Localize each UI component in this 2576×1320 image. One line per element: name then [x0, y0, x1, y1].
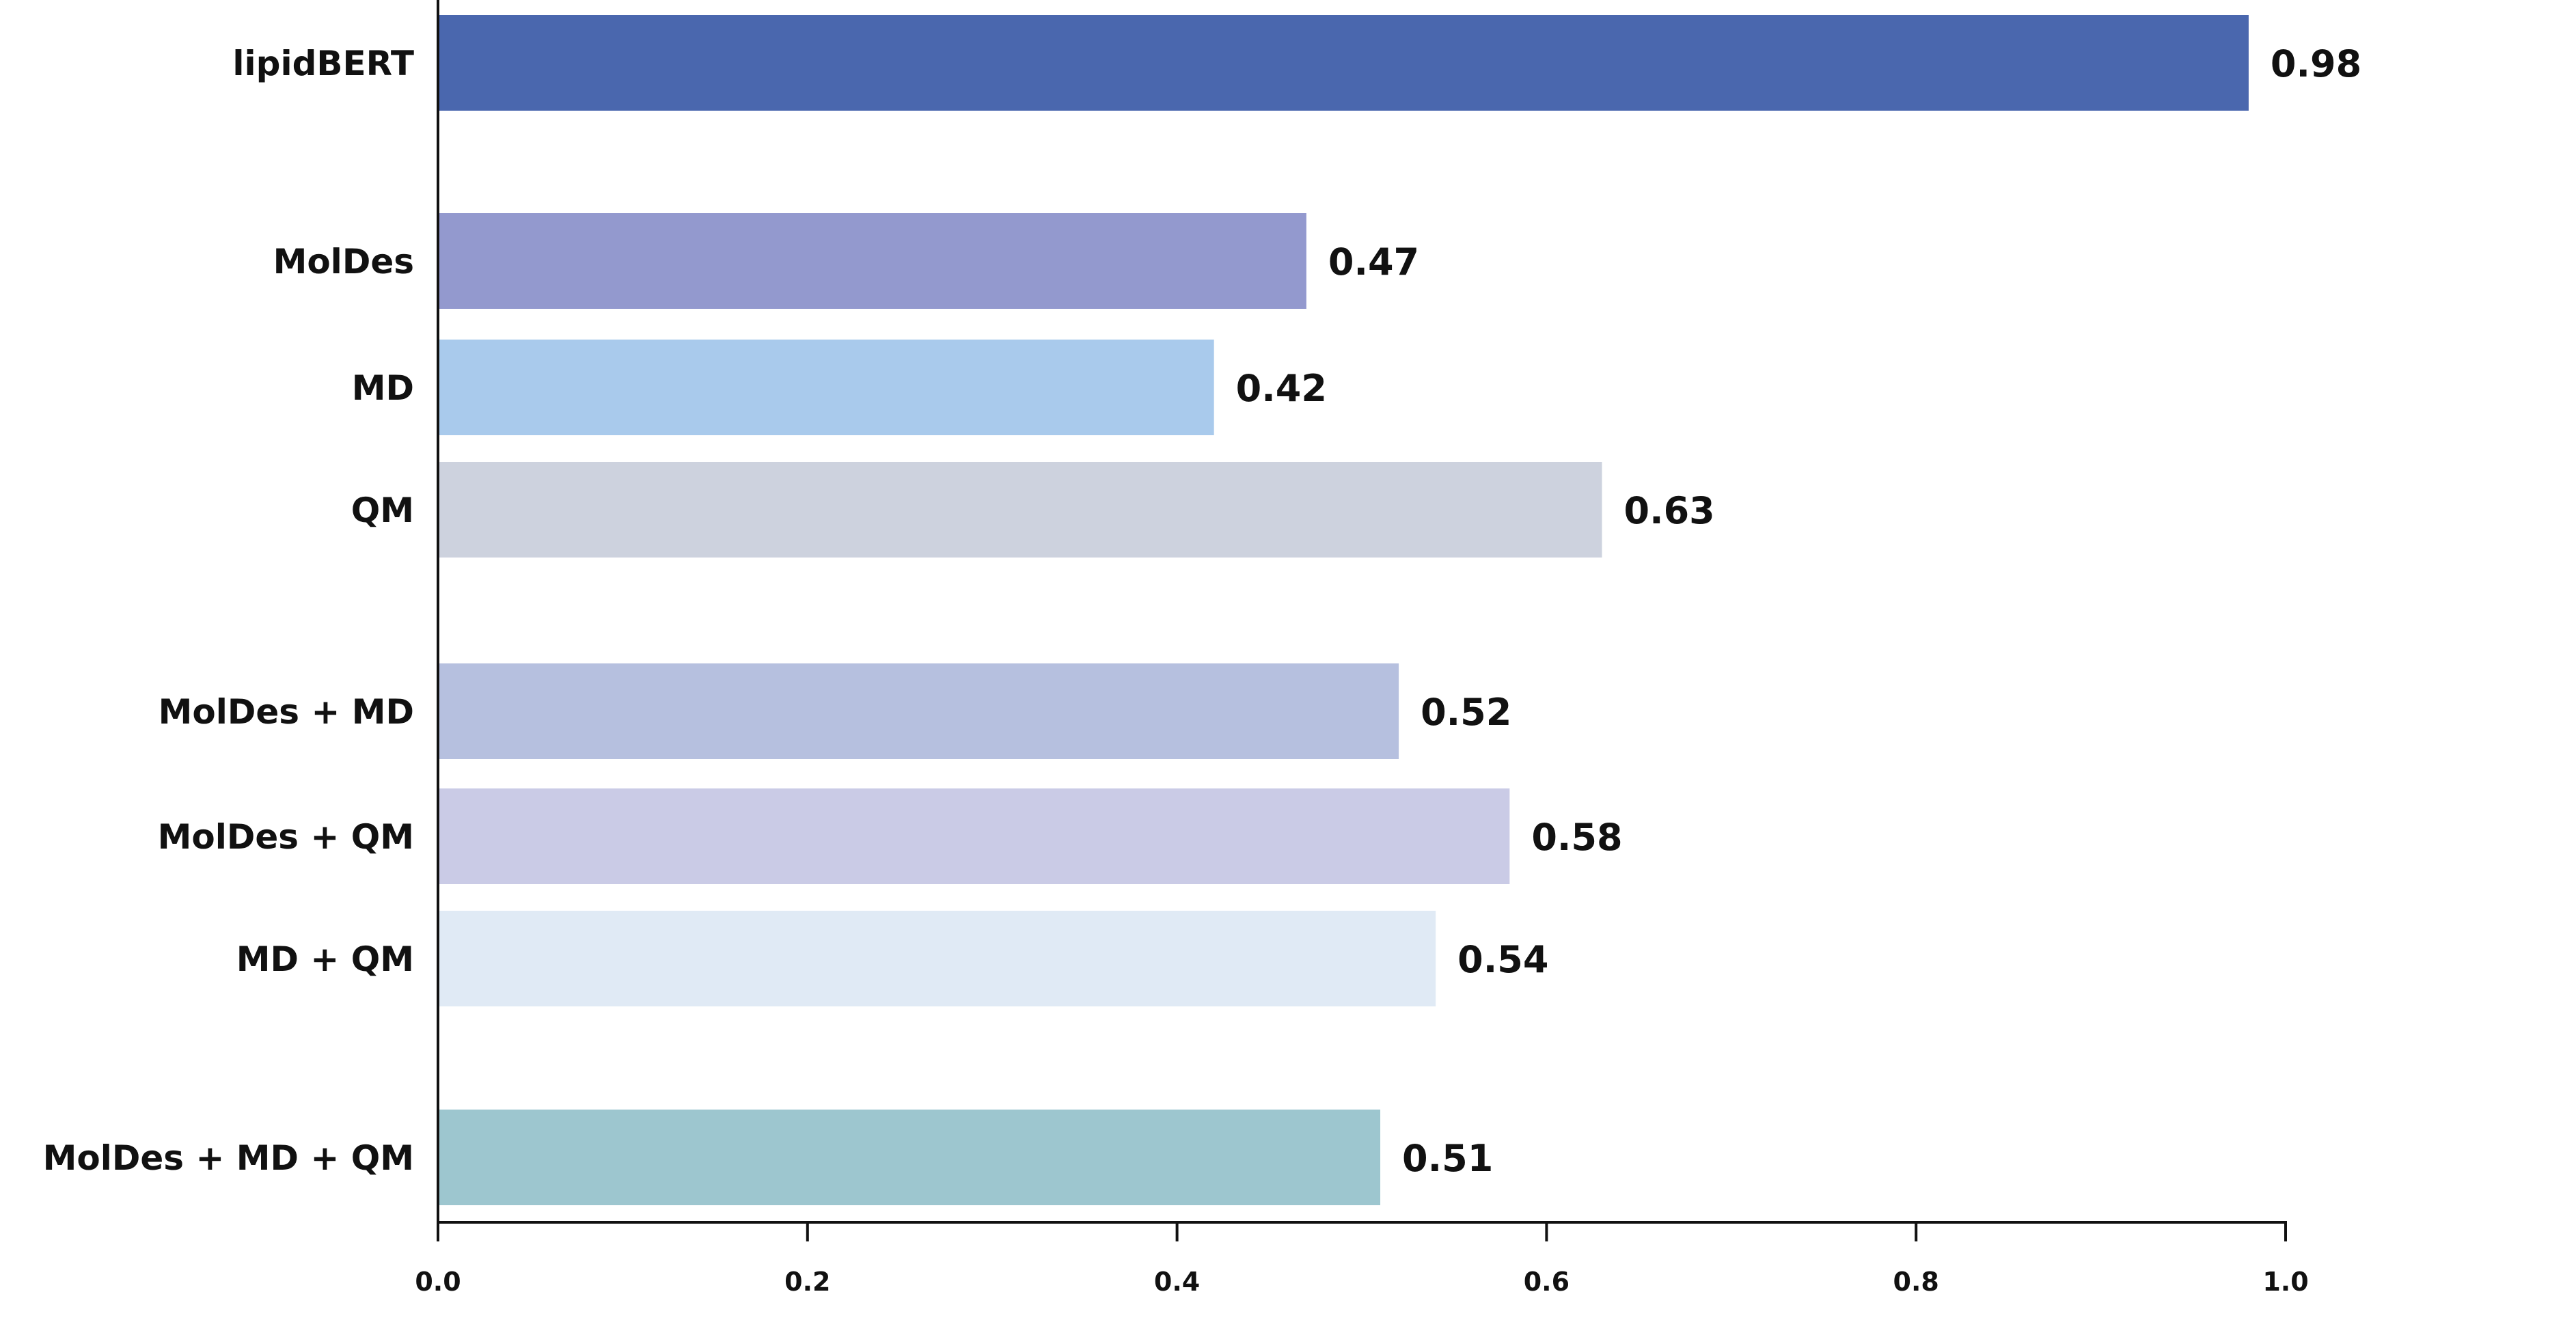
value-label-md: 0.42 — [1236, 367, 1327, 410]
category-label-qm: QM — [351, 491, 414, 530]
category-labels: lipidBERT MolDes MD QM MolDes + MD MolDes + Q… — [43, 44, 414, 1178]
category-label-md-qm: MD + QM — [236, 939, 414, 979]
x-tick-label-4: 0.8 — [1893, 1267, 1939, 1297]
x-tick-label-3: 0.6 — [1524, 1267, 1570, 1297]
category-label-moldes-md: MolDes + MD — [159, 692, 414, 732]
value-label-moldes-md: 0.52 — [1421, 691, 1511, 734]
axes: 0.0 0.2 0.4 0.6 0.8 1.0 — [415, 0, 2309, 1297]
bar-md — [438, 340, 1214, 435]
value-label-md-qm: 0.54 — [1457, 938, 1548, 981]
value-label-qm: 0.63 — [1624, 489, 1715, 532]
bar-qm — [438, 462, 1602, 558]
value-label-moldes: 0.47 — [1328, 240, 1419, 284]
bar-lipidbert — [438, 15, 2249, 111]
bars-layer — [438, 15, 2249, 1205]
value-labels: 0.98 0.47 0.42 0.63 0.52 0.58 0.54 0.51 — [1236, 42, 2361, 1180]
x-tick-label-5: 1.0 — [2262, 1267, 2308, 1297]
bar-moldes-md — [438, 663, 1399, 759]
value-label-moldes-qm: 0.58 — [1531, 816, 1622, 859]
value-label-moldes-md-qm: 0.51 — [1402, 1137, 1493, 1180]
x-tick-label-0: 0.0 — [415, 1267, 461, 1297]
x-tick-label-1: 0.2 — [784, 1267, 830, 1297]
category-label-moldes: MolDes — [273, 242, 414, 281]
bar-moldes-qm — [438, 788, 1510, 884]
category-label-moldes-md-qm: MolDes + MD + QM — [43, 1138, 414, 1178]
value-label-lipidbert: 0.98 — [2271, 42, 2361, 85]
bar-md-qm — [438, 911, 1436, 1006]
x-tick-label-2: 0.4 — [1154, 1267, 1200, 1297]
category-label-moldes-qm: MolDes + QM — [158, 817, 414, 857]
category-label-lipidbert: lipidBERT — [232, 44, 414, 83]
bar-moldes — [438, 213, 1306, 309]
bar-moldes-md-qm — [438, 1110, 1381, 1205]
category-label-md: MD — [352, 368, 414, 408]
